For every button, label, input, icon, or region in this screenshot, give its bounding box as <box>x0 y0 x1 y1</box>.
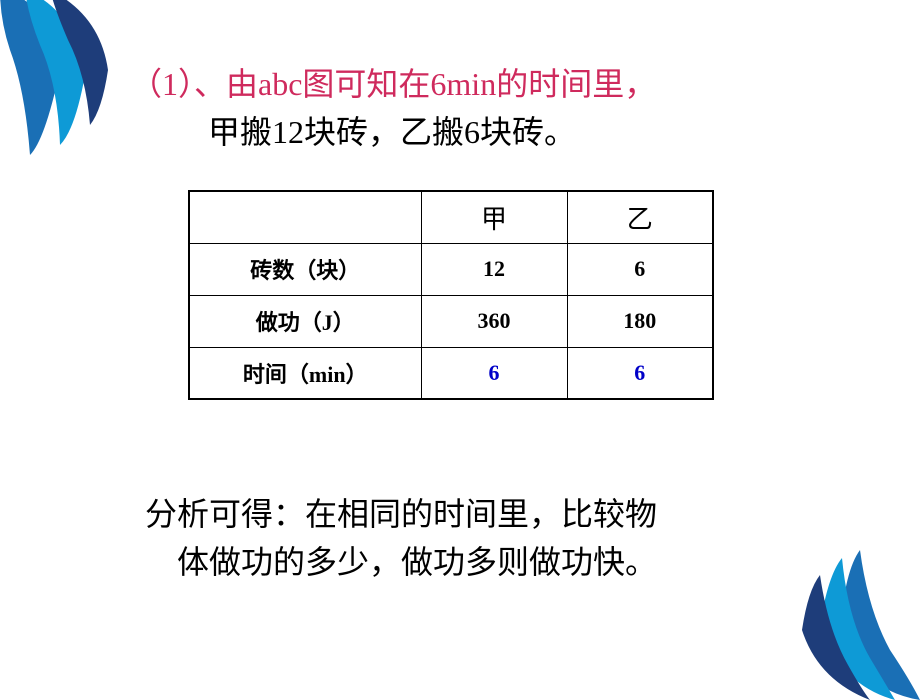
analysis-line-1: 分析可得：在相同的时间里，比较物 <box>145 490 785 538</box>
title-line-1: （1）、由abc图可知在6min的时间里， <box>130 60 830 108</box>
decor-leaves-top-left <box>0 0 140 160</box>
analysis-text: 分析可得：在相同的时间里，比较物 体做功的多少，做功多则做功快。 <box>145 490 785 586</box>
cell-work-yi: 180 <box>567 295 713 347</box>
table-row: 时间（min） 6 6 <box>189 347 713 399</box>
table-row: 砖数（块） 12 6 <box>189 243 713 295</box>
row-label-work: 做功（J） <box>189 295 421 347</box>
table-header-row: 甲 乙 <box>189 191 713 243</box>
cell-time-yi: 6 <box>567 347 713 399</box>
header-blank <box>189 191 421 243</box>
header-col-jia: 甲 <box>421 191 567 243</box>
cell-time-jia: 6 <box>421 347 567 399</box>
data-table: 甲 乙 砖数（块） 12 6 做功（J） 360 180 时间（min） 6 6 <box>188 190 714 400</box>
cell-bricks-yi: 6 <box>567 243 713 295</box>
problem-statement: （1）、由abc图可知在6min的时间里， 甲搬12块砖，乙搬6块砖。 <box>130 60 830 156</box>
cell-work-jia: 360 <box>421 295 567 347</box>
title-line-2: 甲搬12块砖，乙搬6块砖。 <box>208 108 830 156</box>
row-label-time: 时间（min） <box>189 347 421 399</box>
cell-bricks-jia: 12 <box>421 243 567 295</box>
row-label-bricks: 砖数（块） <box>189 243 421 295</box>
header-col-yi: 乙 <box>567 191 713 243</box>
table-row: 做功（J） 360 180 <box>189 295 713 347</box>
analysis-line-2: 体做功的多少，做功多则做功快。 <box>177 538 785 586</box>
